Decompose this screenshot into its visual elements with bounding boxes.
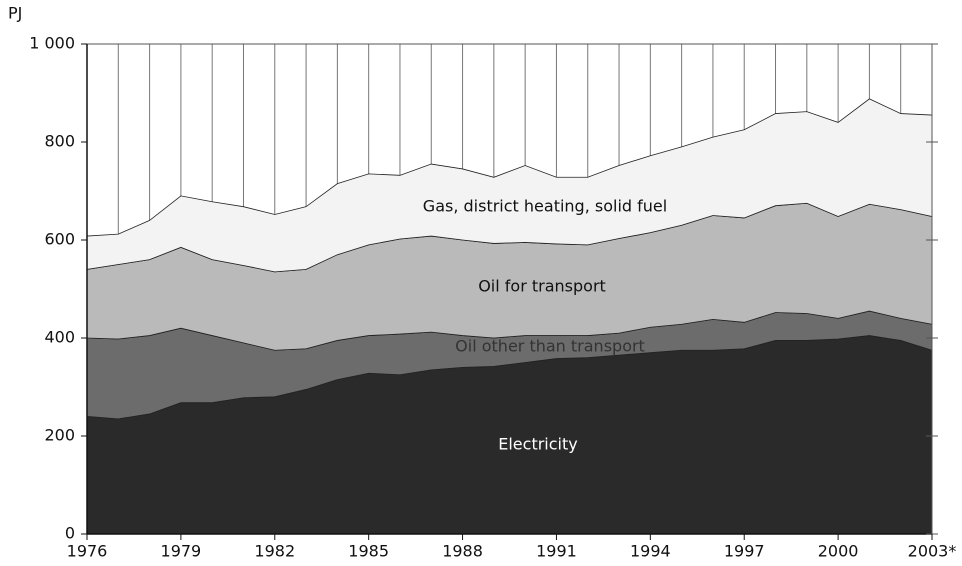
x-tick-label: 1991	[536, 542, 577, 561]
x-tick-label: 1976	[67, 542, 108, 561]
y-tick-label: 1 000	[29, 34, 75, 53]
series-label: Oil for transport	[478, 277, 606, 296]
x-tick-label: 1988	[442, 542, 483, 561]
x-tick-label: 2000	[818, 542, 859, 561]
y-tick-label: 800	[44, 132, 75, 151]
y-tick-label: 0	[65, 524, 75, 543]
series-label: Electricity	[498, 435, 577, 454]
x-tick-label: 2003*	[908, 542, 957, 561]
areas	[81, 43, 938, 540]
x-tick-label: 1979	[161, 542, 202, 561]
y-tick-label: 600	[44, 230, 75, 249]
x-tick-label: 1997	[724, 542, 765, 561]
y-axis-label: PJ	[8, 4, 22, 23]
series-label: Oil other than transport	[455, 337, 645, 356]
y-tick-label: 400	[44, 328, 75, 347]
x-tick-label: 1985	[348, 542, 389, 561]
x-tick-label: 1994	[630, 542, 671, 561]
x-tick-label: 1982	[254, 542, 295, 561]
y-tick-label: 200	[44, 426, 75, 445]
series-label: Gas, district heating, solid fuel	[423, 197, 667, 216]
